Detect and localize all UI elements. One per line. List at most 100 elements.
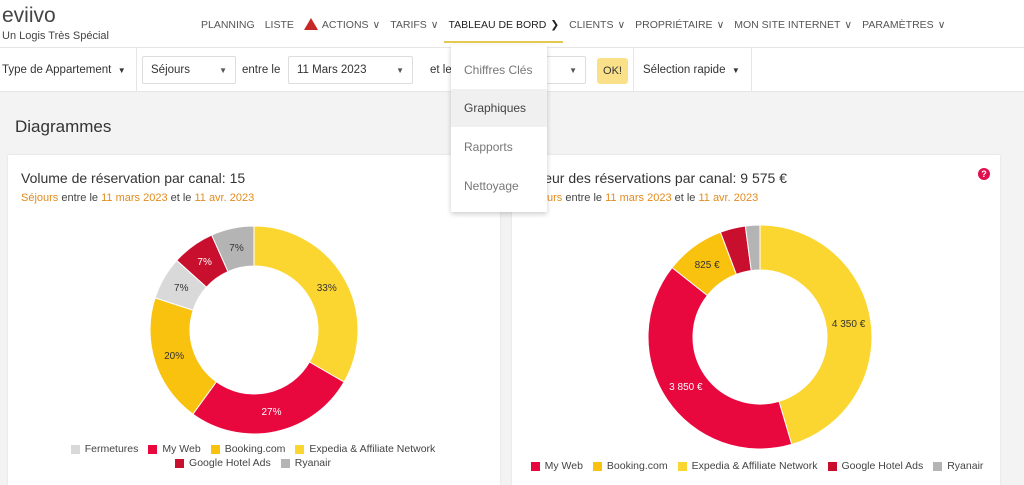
legend-label: Google Hotel Ads: [189, 457, 271, 469]
slice-label: 4 350 €: [832, 319, 866, 330]
chart-title: Valeur des réservations par canal: 9 575…: [525, 170, 788, 186]
slice-label: 3 850 €: [669, 382, 703, 393]
menu-item-nettoyage[interactable]: Nettoyage: [464, 179, 519, 193]
nav-actions[interactable]: ACTIONS ∨: [303, 18, 381, 31]
logo[interactable]: eviivo: [2, 4, 56, 27]
chart-legend: My Web Booking.com Expedia & Affiliate Net…: [522, 460, 992, 472]
legend-item[interactable]: Google Hotel Ads: [827, 460, 924, 472]
divider: [633, 48, 634, 92]
menu-item-graphiques[interactable]: Graphiques: [451, 89, 547, 127]
volume-donut-chart: 33% 27% 20% 7% 7% 7%: [149, 225, 359, 435]
nav-tableau-de-bord[interactable]: TABLEAU DE BORD ❯: [444, 19, 563, 43]
volume-chart-card: Volume de réservation par canal: 15 Séjo…: [8, 155, 500, 485]
and-label: et le: [430, 64, 452, 76]
slice-label: 7%: [197, 257, 212, 268]
chevron-icon: ∨: [716, 19, 725, 31]
legend-item[interactable]: Booking.com: [592, 460, 668, 472]
stay-type-value: Séjours: [151, 64, 190, 76]
nav-label: PROPRIÉTAIRE: [635, 19, 713, 31]
slice-label: 33%: [317, 283, 337, 294]
legend-swatch: [592, 461, 602, 471]
legend-item[interactable]: Ryanair: [280, 457, 331, 469]
chart-subtitle: Séjours entre le 11 mars 2023 et le 11 a…: [525, 192, 758, 204]
subtitle-text: entre le: [562, 192, 606, 204]
slice-label: 27%: [261, 407, 281, 418]
subtitle-text: et le: [671, 192, 699, 204]
legend-swatch: [827, 461, 837, 471]
start-date-select[interactable]: 11 Mars 2023 ▼: [288, 56, 413, 84]
stay-type-select[interactable]: Séjours ▼: [142, 56, 236, 84]
start-date-value: 11 Mars 2023: [297, 64, 367, 76]
nav-label: CLIENTS: [569, 19, 614, 31]
menu-item-rapports[interactable]: Rapports: [464, 140, 513, 154]
slice-label: 7%: [174, 283, 189, 294]
help-icon[interactable]: ?: [978, 168, 990, 180]
chevron-icon: ∨: [937, 19, 946, 31]
legend-label: Fermetures: [84, 443, 139, 455]
end-date-select[interactable]: ▼: [545, 56, 586, 84]
caret-down-icon: ▼: [731, 65, 740, 75]
end-date-text: 11 avr. 2023: [194, 192, 255, 204]
nav-tarifs[interactable]: TARIFS ∨: [390, 19, 438, 31]
divider: [136, 48, 137, 92]
chevron-icon: ∨: [372, 19, 381, 31]
legend-label: My Web: [544, 460, 583, 472]
legend-item[interactable]: Fermetures: [70, 443, 139, 455]
legend-label: My Web: [162, 443, 201, 455]
end-date-text: 11 avr. 2023: [698, 192, 759, 204]
nav-label: ACTIONS: [321, 19, 369, 31]
subtitle-text: et le: [167, 192, 195, 204]
start-date-text: 11 mars 2023: [605, 192, 672, 204]
legend-item[interactable]: Ryanair: [933, 460, 983, 472]
nav-param-tres[interactable]: PARAMÈTRES ∨: [862, 19, 945, 31]
legend-label: Ryanair: [294, 457, 331, 469]
value-donut-chart: 4 350 € 3 850 € 825 €: [647, 224, 873, 450]
donut-slice[interactable]: [647, 266, 793, 450]
nav-label: LISTE: [264, 19, 294, 31]
nav-mon-site-internet[interactable]: MON SITE INTERNET ∨: [734, 19, 852, 31]
menu-item-chiffres-cles[interactable]: Chiffres Clés: [464, 63, 533, 77]
caret-down-icon: ▼: [117, 65, 126, 75]
nav-label: PARAMÈTRES: [862, 19, 934, 31]
legend-item[interactable]: Google Hotel Ads: [175, 457, 271, 469]
warning-icon: [303, 18, 318, 30]
legend-swatch: [295, 444, 305, 454]
legend-label: Google Hotel Ads: [841, 460, 924, 472]
nav-liste[interactable]: LISTE: [265, 19, 294, 31]
chevron-icon: ∨: [430, 19, 439, 31]
slice-label: 7%: [229, 243, 244, 254]
main-nav: PLANNING LISTE ACTIONS ∨ TARIFS ∨ TABLEAU DE B…: [201, 18, 955, 43]
legend-swatch: [933, 461, 943, 471]
legend-swatch: [530, 461, 540, 471]
legend-item[interactable]: Expedia & Affiliate Network: [295, 443, 435, 455]
legend-swatch: [148, 444, 158, 454]
donut-slice[interactable]: [744, 224, 761, 272]
ok-button[interactable]: OK!: [597, 58, 628, 84]
legend-item[interactable]: Booking.com: [210, 443, 286, 455]
donut-slice[interactable]: [253, 225, 359, 383]
nav-label: PLANNING: [201, 19, 255, 31]
subtitle-text: entre le: [58, 192, 102, 204]
nav-label: TARIFS: [390, 19, 427, 31]
legend-label: Booking.com: [224, 443, 286, 455]
nav-clients[interactable]: CLIENTS ∨: [569, 19, 625, 31]
nav-propri-taire[interactable]: PROPRIÉTAIRE ∨: [635, 19, 724, 31]
legend-item[interactable]: Expedia & Affiliate Network: [677, 460, 818, 472]
donut-slice[interactable]: [759, 224, 873, 446]
value-chart-card: Valeur des réservations par canal: 9 575…: [512, 155, 1000, 485]
legend-swatch: [677, 461, 687, 471]
property-name: Un Logis Très Spécial: [2, 30, 109, 42]
room-type-select[interactable]: Type de Appartement ▼: [2, 48, 126, 92]
chart-title: Volume de réservation par canal: 15: [21, 170, 246, 186]
legend-item[interactable]: My Web: [148, 443, 201, 455]
nav-label: TABLEAU DE BORD: [448, 19, 547, 31]
legend-label: Booking.com: [606, 460, 668, 472]
donut-slice[interactable]: [192, 361, 345, 435]
donut-slice[interactable]: [211, 225, 255, 273]
page-title: Diagrammes: [15, 117, 112, 136]
nav-planning[interactable]: PLANNING: [201, 19, 255, 31]
quick-select-label: Sélection rapide: [643, 64, 726, 76]
legend-item[interactable]: My Web: [530, 460, 583, 472]
slice-label: 825 €: [695, 260, 720, 271]
quick-select[interactable]: Sélection rapide ▼: [643, 48, 740, 92]
